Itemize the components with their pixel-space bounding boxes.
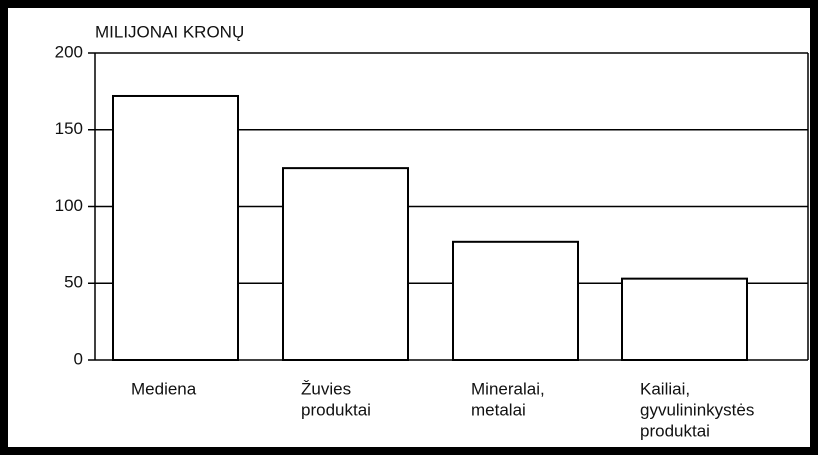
bar	[112, 94, 239, 361]
x-tick-label: Kailiai,	[640, 379, 690, 398]
y-axis-label: MILIJONAI KRONŲ	[95, 22, 244, 41]
y-tick-label: 50	[64, 273, 83, 292]
x-tick-label: produktai	[301, 400, 371, 419]
y-tick-label: 150	[55, 119, 83, 138]
x-tick-label: Žuvies	[301, 379, 351, 398]
x-tick-label: produktai	[640, 421, 710, 440]
y-tick-label: 100	[55, 196, 83, 215]
bar	[621, 277, 748, 361]
bar	[452, 240, 579, 361]
x-tick-label: Mineralai,	[471, 379, 545, 398]
x-tick-label: Mediena	[131, 379, 197, 398]
x-tick-label: gyvulininkystės	[640, 400, 754, 419]
y-tick-label: 200	[55, 42, 83, 61]
bar	[282, 167, 409, 361]
y-tick-label: 0	[74, 349, 83, 368]
x-tick-label: metalai	[471, 400, 526, 419]
